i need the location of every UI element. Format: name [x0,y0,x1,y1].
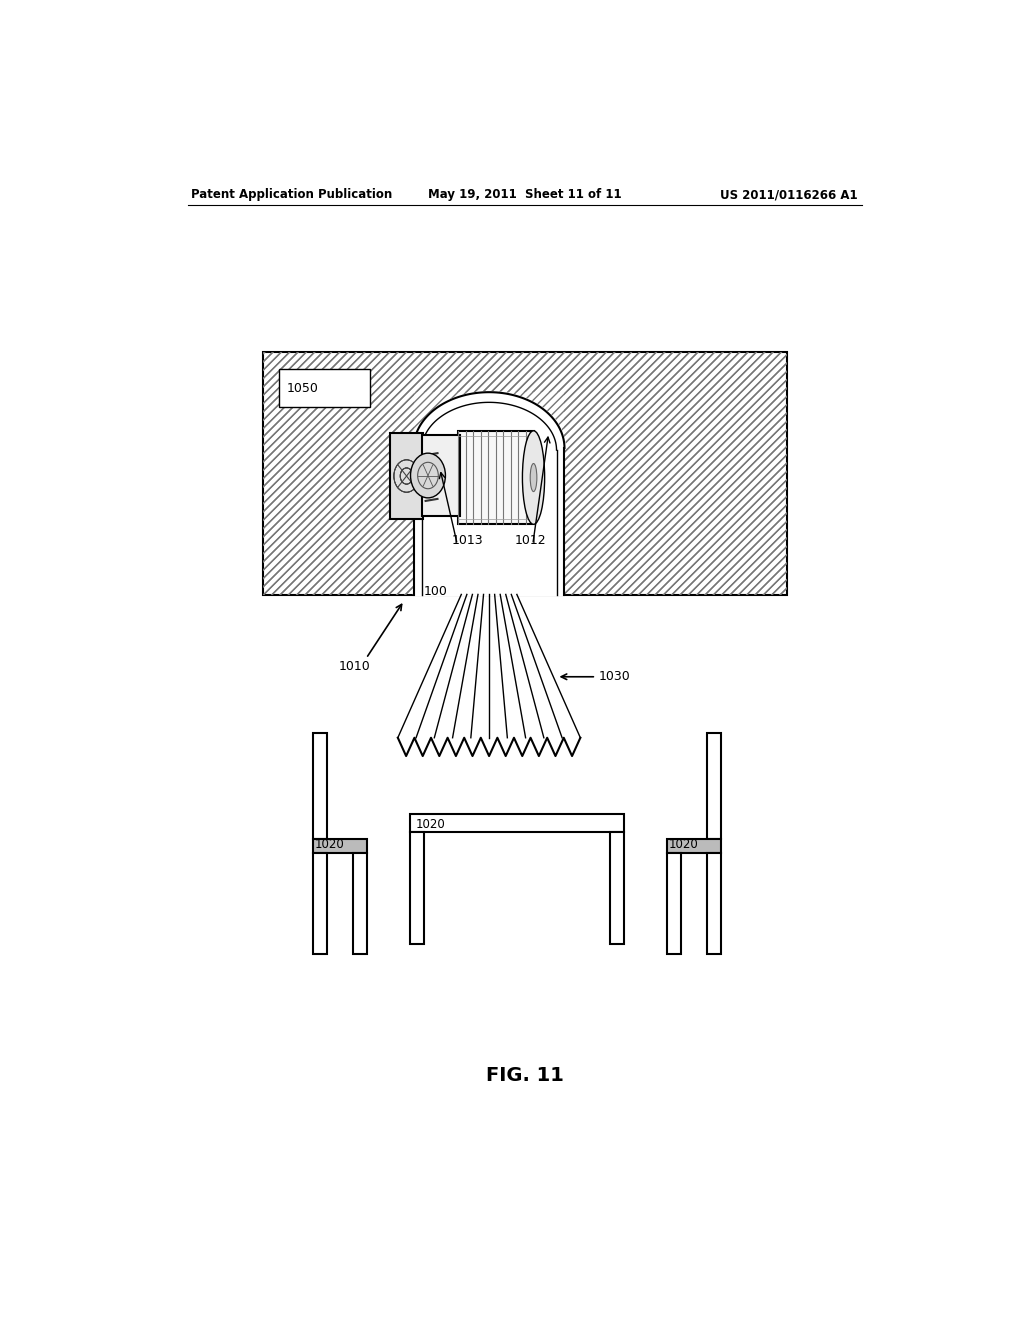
Bar [263,351,786,595]
Bar [667,840,721,853]
Circle shape [411,453,445,498]
Bar [313,853,328,954]
Bar [564,351,786,595]
Bar [390,433,423,519]
Bar [667,853,681,954]
Bar [279,368,370,408]
Bar [410,814,624,833]
Bar [263,351,414,595]
Bar [263,351,786,595]
Bar [313,733,328,840]
Text: FIG. 11: FIG. 11 [485,1065,564,1085]
FancyBboxPatch shape [414,447,564,595]
Bar [313,840,367,853]
Text: 1020: 1020 [669,838,698,850]
Bar [410,814,624,820]
Text: Patent Application Publication: Patent Application Publication [191,189,393,202]
Bar [707,733,721,840]
Text: 1020: 1020 [416,818,445,832]
Text: 100: 100 [424,585,447,598]
Bar [707,853,721,954]
Ellipse shape [522,430,545,524]
Text: US 2011/0116266 A1: US 2011/0116266 A1 [721,189,858,202]
Text: 1030: 1030 [599,671,631,684]
Text: 1010: 1010 [338,660,370,673]
Bar [410,833,424,944]
Text: 1012: 1012 [514,533,546,546]
Text: May 19, 2011  Sheet 11 of 11: May 19, 2011 Sheet 11 of 11 [428,189,622,202]
Text: 1013: 1013 [452,533,483,546]
Text: 1050: 1050 [287,381,318,395]
Ellipse shape [530,463,537,491]
Bar [458,430,534,524]
Text: 1020: 1020 [314,838,344,850]
Bar [422,434,460,516]
Polygon shape [414,392,564,595]
Bar [609,833,624,944]
Bar [352,853,367,954]
Bar [414,351,564,392]
